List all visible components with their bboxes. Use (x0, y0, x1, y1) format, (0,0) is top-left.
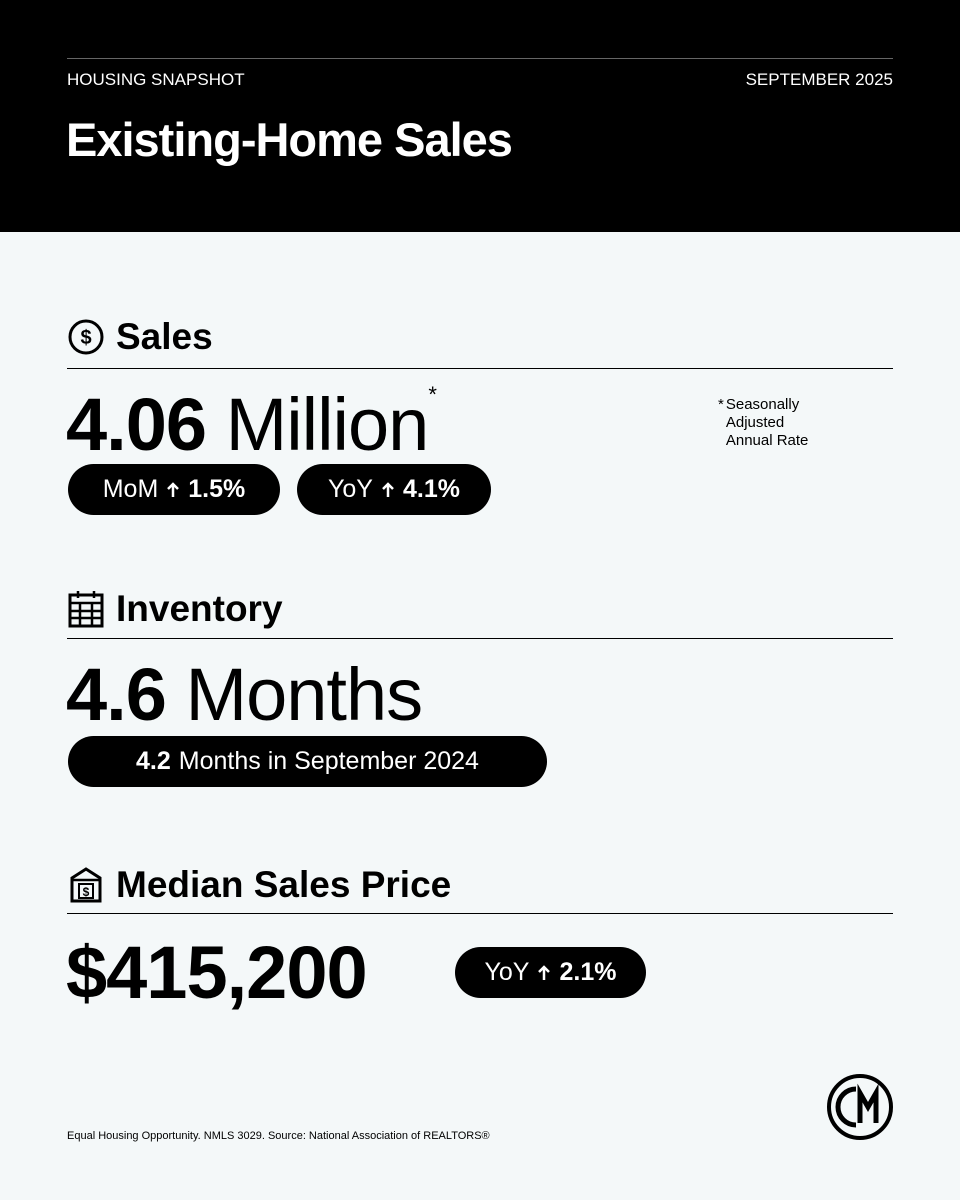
section-rule (67, 368, 893, 369)
note-asterisk: * (718, 396, 724, 413)
sales-value: 4.06 Million* (66, 382, 437, 467)
header-label: HOUSING SNAPSHOT (67, 70, 245, 89)
note-line: Adjusted (725, 414, 785, 431)
yoy-pill: YoY 4.1% (297, 464, 491, 515)
value-unit: Months (185, 653, 423, 736)
logo (827, 1074, 893, 1140)
house-icon: $ (70, 867, 102, 903)
header-rule (67, 58, 893, 59)
yoy-pill: YoY 2.1% (455, 947, 646, 998)
up-arrow (167, 481, 180, 497)
pill-change: 4.1% (402, 475, 460, 503)
pill-label: YoY (328, 475, 373, 503)
value-unit: Million (225, 383, 430, 466)
svg-text:$: $ (83, 885, 90, 899)
up-arrow (538, 964, 551, 980)
calendar-icon (68, 591, 104, 628)
header-band: HOUSING SNAPSHOT SEPTEMBER 2025 Existing… (0, 0, 960, 232)
header-title: Existing-Home Sales (66, 113, 513, 166)
section-rule (67, 913, 893, 914)
comparison-pill: 4.2 Months in September 2024 (68, 736, 547, 787)
inventory-value: 4.6 Months (66, 652, 423, 737)
section-heading: $ Median Sales Price (68, 864, 451, 906)
dollar-icon: $ (68, 319, 104, 355)
pill-text: Months in September 2024 (178, 747, 479, 775)
mom-pill: MoM 1.5% (68, 464, 280, 515)
svg-text:$: $ (80, 327, 91, 349)
section-rule (67, 638, 893, 639)
asterisk: * (428, 382, 437, 407)
note-line: Seasonally (725, 396, 800, 413)
up-arrow (382, 481, 394, 497)
note: * Seasonally Adjusted Annual Rate (718, 396, 808, 450)
value-number: 4.6 (66, 653, 167, 736)
heading-text: Sales (116, 316, 213, 357)
heading-text: Median Sales Price (116, 864, 452, 905)
header-date: SEPTEMBER 2025 (745, 70, 893, 89)
pill-label: MoM (102, 475, 159, 503)
heading-text: Inventory (116, 588, 283, 629)
pill-change: 1.5% (188, 475, 246, 503)
pill-change: 2.1% (559, 958, 617, 986)
pill-label: YoY (484, 958, 530, 986)
note-text: Seasonally Adjusted Annual Rate (726, 396, 809, 450)
pill-value: 4.2 (136, 747, 171, 775)
section-heading: Inventory (68, 588, 283, 630)
value-number: 4.06 (66, 383, 207, 466)
footer-text: Equal Housing Opportunity. NMLS 3029. So… (67, 1130, 490, 1142)
section-heading: $ Sales (68, 316, 213, 358)
note-line: Annual Rate (725, 432, 809, 449)
price-value: $415,200 (66, 931, 368, 1014)
